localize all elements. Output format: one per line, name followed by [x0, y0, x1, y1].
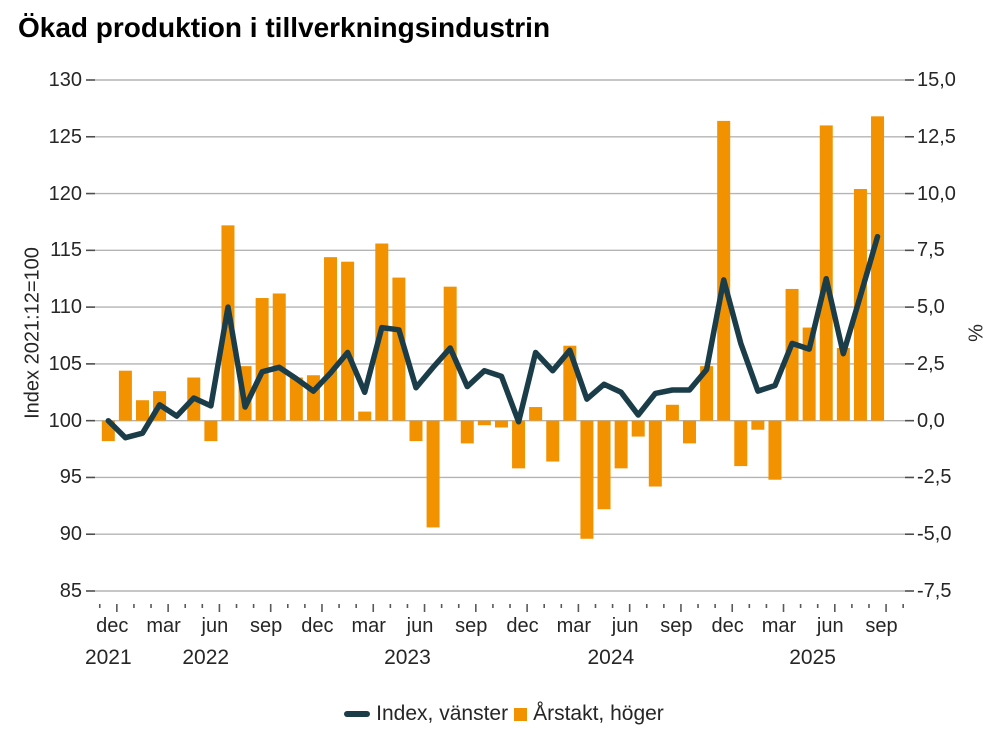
bar-arstakt — [118, 370, 132, 421]
bar-arstakt — [648, 420, 662, 487]
bar-arstakt — [358, 411, 372, 421]
legend-item: Årstakt, höger — [514, 702, 664, 726]
x-axis-year-label: 2024 — [587, 646, 635, 669]
bar-arstakt — [135, 400, 149, 421]
bar-arstakt — [819, 125, 833, 421]
bar-arstakt — [460, 420, 474, 444]
bar-arstakt — [682, 420, 696, 444]
x-axis-month-label: sep — [865, 615, 898, 637]
x-axis-year-label: 2025 — [789, 646, 836, 669]
chart-title: Ökad produktion i tillverkningsindustrin — [18, 12, 551, 43]
left-axis-tick-label: 90 — [59, 523, 82, 546]
bar-arstakt — [836, 347, 850, 421]
left-axis-tick-label: 100 — [48, 409, 82, 432]
bar-arstakt — [768, 420, 782, 480]
bar-arstakt — [717, 120, 731, 421]
bar-arstakt — [512, 420, 526, 469]
right-axis-tick-label: 10,0 — [917, 182, 956, 205]
bar-arstakt — [306, 375, 320, 421]
bar-arstakt — [426, 420, 440, 528]
x-axis-month-label: sep — [250, 615, 283, 637]
legend-label: Årstakt, höger — [533, 702, 664, 725]
legend-square-marker — [514, 707, 528, 721]
bar-arstakt — [204, 420, 218, 442]
bar-arstakt — [255, 298, 269, 421]
x-axis-month-label: mar — [761, 615, 797, 637]
x-axis-month-label: jun — [816, 615, 844, 637]
bar-arstakt — [529, 407, 543, 421]
x-axis-month-label: sep — [660, 615, 693, 637]
left-axis-tick-label: 130 — [48, 69, 82, 91]
right-axis-tick-label: -5,0 — [917, 523, 952, 546]
left-axis-tick-label: 125 — [48, 125, 82, 148]
x-axis-month-label: dec — [96, 615, 129, 637]
x-axis-month-label: dec — [301, 615, 334, 637]
right-axis-tick-label: -2,5 — [917, 466, 952, 489]
legend-label: Index, vänster — [376, 702, 509, 725]
x-axis-month-label: mar — [351, 615, 386, 637]
bar-arstakt — [871, 116, 885, 421]
x-axis-month-label: sep — [455, 615, 488, 637]
bar-arstakt — [324, 257, 338, 421]
bar-arstakt — [700, 366, 714, 421]
right-axis-tick-label: 5,0 — [917, 296, 945, 319]
bar-arstakt — [341, 261, 355, 421]
legend-item: Index, vänster — [344, 702, 508, 726]
bar-arstakt — [785, 288, 799, 421]
legend-line-marker — [344, 711, 371, 717]
left-axis-tick-label: 85 — [59, 580, 82, 602]
left-axis-tick-label: 95 — [59, 466, 82, 489]
bar-arstakt — [665, 404, 679, 421]
left-axis-title: Index 2021:12=100 — [21, 247, 44, 419]
right-axis-tick-label: 0,0 — [917, 409, 945, 432]
bar-arstakt — [614, 420, 628, 469]
right-axis-tick-label: 7,5 — [917, 239, 945, 262]
bar-arstakt — [580, 420, 594, 539]
right-axis-title: % — [965, 324, 988, 342]
left-axis-tick-label: 120 — [48, 182, 82, 205]
x-axis-month-label: jun — [611, 615, 639, 637]
x-axis-month-label: jun — [201, 615, 229, 637]
left-axis-tick-label: 115 — [50, 239, 82, 262]
bar-arstakt — [631, 420, 645, 437]
bar-arstakt — [494, 420, 508, 428]
x-axis-month-label: dec — [506, 615, 539, 637]
left-axis-tick-label: 105 — [48, 352, 82, 375]
bar-arstakt — [546, 420, 560, 462]
bar-arstakt — [289, 377, 303, 421]
right-axis-tick-label: 2,5 — [917, 352, 945, 375]
x-axis-month-label: mar — [146, 615, 181, 637]
x-axis-month-label: dec — [711, 615, 744, 637]
bar-arstakt — [409, 420, 423, 442]
bar-arstakt — [597, 420, 611, 510]
index-line — [105, 233, 881, 441]
right-axis-tick-label: -7,5 — [917, 580, 952, 602]
chart-legend: Index, vänster Årstakt, höger — [0, 702, 1008, 726]
bar-arstakt — [392, 277, 406, 421]
x-axis-month-label: jun — [406, 615, 434, 637]
bar-arstakt — [751, 420, 765, 430]
x-axis-year-label: 2023 — [384, 646, 431, 669]
left-axis-tick-label: 110 — [50, 296, 82, 319]
bar-arstakt — [477, 420, 491, 426]
x-axis-year-label: 2021 — [84, 646, 132, 669]
right-axis-tick-label: 15,0 — [917, 69, 956, 91]
right-axis-tick-label: 12,5 — [917, 125, 956, 148]
x-axis-month-label: mar — [556, 615, 592, 637]
bar-arstakt — [272, 293, 286, 421]
x-axis-year-label: 2022 — [182, 646, 230, 669]
bar-arstakt — [734, 420, 748, 467]
